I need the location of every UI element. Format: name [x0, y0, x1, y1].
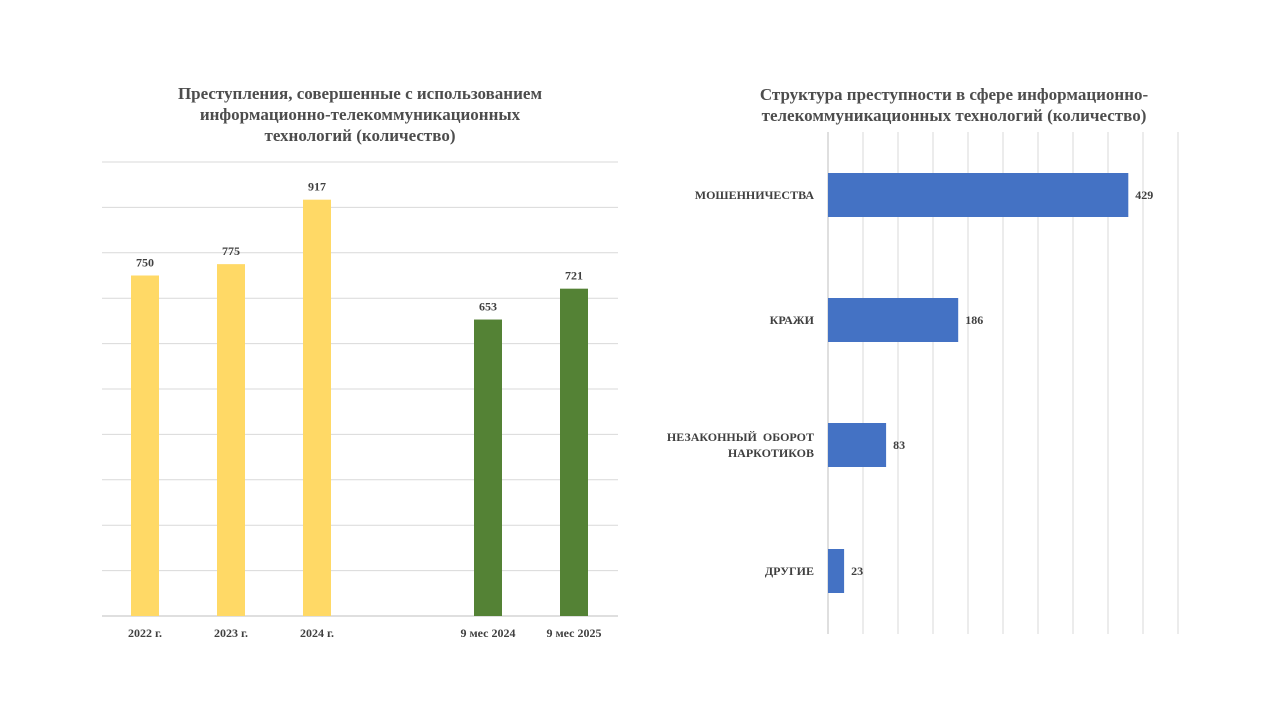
right-bar [828, 423, 887, 467]
left-bar-data-label: 750 [136, 256, 154, 270]
right-bar [828, 549, 845, 593]
left-title-line-1: Преступления, совершенные с использовани… [177, 84, 543, 103]
right-bar [828, 173, 1129, 217]
right-bar-data-label: 83 [893, 438, 905, 452]
left-category-label: 2022 г. [128, 626, 162, 640]
right-category-label: НЕЗАКОННЫЙ ОБОРОТ [667, 430, 814, 444]
left-bar-data-label: 653 [479, 300, 497, 314]
right-bar-data-label: 186 [965, 313, 983, 327]
left-title-line-3: технологий (количество) [264, 126, 456, 145]
right-category-label: ДРУГИЕ [765, 564, 814, 578]
left-bar [474, 319, 502, 616]
left-bar [560, 288, 588, 616]
left-category-label: 2024 г. [300, 626, 334, 640]
left-bar-data-label: 917 [308, 180, 326, 194]
right-chart-title: Структура преступности в сфере информаци… [728, 84, 1180, 126]
left-category-label: 9 мес 2024 [461, 626, 516, 640]
right-bar [828, 298, 959, 342]
left-bar [217, 264, 245, 616]
right-title-line-2: телекоммуникационных технологий (количес… [761, 106, 1147, 125]
left-category-label: 9 мес 2025 [547, 626, 602, 640]
left-bar-data-label: 775 [222, 244, 240, 258]
right-bar-data-label: 23 [851, 564, 863, 578]
left-bar-data-label: 721 [565, 269, 583, 283]
right-category-label: МОШЕННИЧЕСТВА [695, 188, 815, 202]
right-bar-data-label: 429 [1135, 188, 1153, 202]
right-category-label: КРАЖИ [770, 313, 815, 327]
left-category-label: 2023 г. [214, 626, 248, 640]
left-title-line-2: информационно-телекоммуникационных [199, 105, 521, 124]
left-bar [131, 275, 159, 616]
right-category-label: НАРКОТИКОВ [728, 446, 814, 460]
right-title-line-1: Структура преступности в сфере информаци… [759, 85, 1149, 104]
left-bar [303, 199, 331, 616]
left-chart-title: Преступления, совершенные с использовани… [140, 83, 580, 146]
